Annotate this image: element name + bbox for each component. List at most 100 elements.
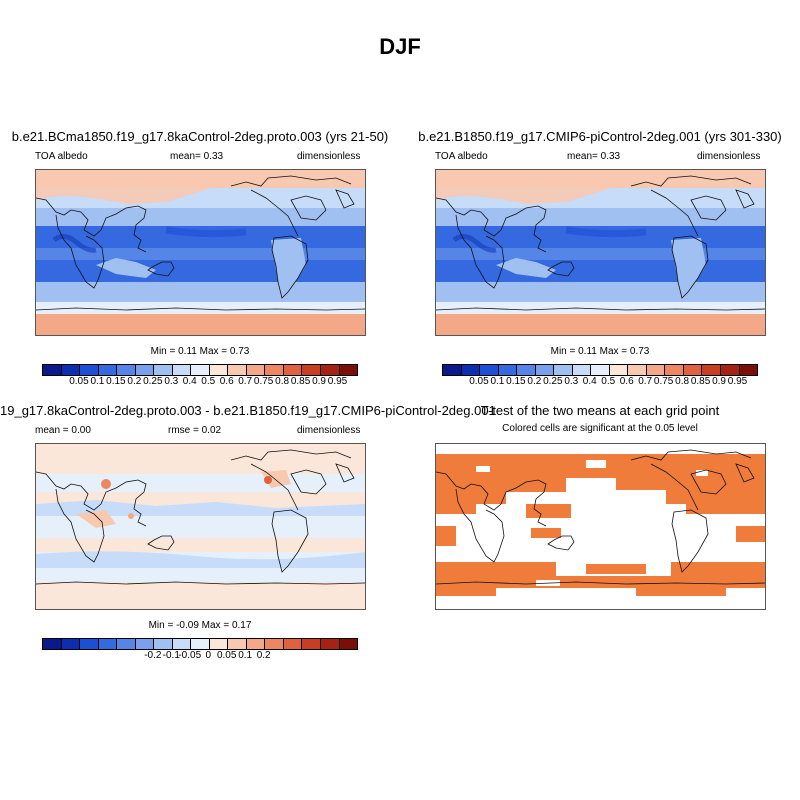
- colorbar-swatch: [339, 365, 358, 375]
- colorbar-swatch: [117, 365, 136, 375]
- panel1-minmax: Min = 0.11 Max = 0.73: [150, 346, 250, 357]
- colorbar-swatch: [172, 639, 192, 649]
- colorbar-tick-label: 0.95: [727, 376, 748, 387]
- colorbar-tick-label: 0.05: [216, 650, 237, 661]
- colorbar-tick-label: 0.05: [469, 376, 489, 387]
- panel2-colorbar-labels: 0.05 0.1 0.15 0.2 0.25 0.3 0.4 0.5 0.6 0.7 0.75 0.8…: [442, 376, 756, 388]
- panel3-mean: mean = 0.00: [35, 425, 91, 436]
- panel2-mean: mean= 0.33: [567, 151, 621, 162]
- panel2-title: b.e21.B1850.f19_g17.CMIP6-piControl-2deg…: [418, 129, 782, 144]
- colorbar-swatch: [209, 639, 229, 649]
- colorbar-tick-label: 0.5: [601, 376, 616, 387]
- colorbar-tick-label: 0.3: [564, 376, 579, 387]
- colorbar-tick-label: 0.8: [675, 376, 690, 387]
- colorbar-tick-label: 0.1: [490, 376, 505, 387]
- colorbar-tick-label: 0.1: [238, 650, 253, 661]
- panel1-variable: TOA albedo: [35, 151, 88, 162]
- colorbar-swatch: [702, 365, 721, 375]
- colorbar-swatch: [554, 365, 573, 375]
- colorbar-swatch: [98, 365, 118, 375]
- colorbar-tick-label: 0.75: [253, 376, 274, 387]
- panel2-variable: TOA albedo: [435, 151, 488, 162]
- colorbar-swatch: [320, 365, 340, 375]
- panel3-units: dimensionless: [297, 425, 361, 436]
- colorbar-tick-label: 0.2: [127, 376, 142, 387]
- colorbar-swatch: [43, 365, 62, 375]
- colorbar-tick-label: 0.15: [506, 376, 526, 387]
- colorbar-tick-label: -0.2: [144, 650, 162, 661]
- colorbar-swatch: [228, 639, 247, 649]
- colorbar-swatch: [646, 365, 666, 375]
- colorbar-swatch: [209, 365, 229, 375]
- panel3-colorbar: [42, 638, 358, 650]
- colorbar-swatch: [172, 365, 192, 375]
- colorbar-tick-label: 0.6: [219, 376, 234, 387]
- panel1-map: [35, 169, 366, 336]
- panel1-title: b.e21.BCma1850.f19_g17.8kaControl-2deg.p…: [11, 129, 389, 144]
- colorbar-tick-label: 0.95: [327, 376, 348, 387]
- colorbar-tick-label: 0.4: [582, 376, 597, 387]
- colorbar-tick-label: 0.9: [712, 376, 726, 387]
- colorbar-tick-label: 0.7: [638, 376, 653, 387]
- colorbar-swatch: [535, 365, 555, 375]
- panel3-title: 19_g17.8kaControl-2deg.proto.003 - b.e21…: [0, 403, 496, 418]
- colorbar-swatch: [80, 365, 99, 375]
- colorbar-swatch: [228, 365, 247, 375]
- colorbar-tick-label: 0.15: [106, 376, 126, 387]
- panel1-units: dimensionless: [297, 151, 361, 162]
- colorbar-swatch: [628, 365, 647, 375]
- colorbar-swatch: [98, 639, 118, 649]
- colorbar-swatch: [517, 365, 536, 375]
- colorbar-swatch: [135, 639, 155, 649]
- colorbar-tick-label: 0.4: [182, 376, 197, 387]
- colorbar-swatch: [265, 365, 284, 375]
- figure-title: DJF: [379, 34, 421, 59]
- colorbar-swatch: [135, 365, 155, 375]
- colorbar-swatch: [480, 365, 499, 375]
- panel1-colorbar-labels: 0.05 0.1 0.15 0.2 0.25 0.3 0.4 0.5 0.6 0.7 0.75 0.8…: [42, 376, 356, 388]
- colorbar-swatch: [154, 639, 173, 649]
- colorbar-swatch: [61, 639, 81, 649]
- colorbar-swatch: [572, 365, 592, 375]
- panel1-mean: mean= 0.33: [170, 151, 224, 162]
- colorbar-tick-label: 0: [205, 650, 212, 661]
- colorbar-swatch: [683, 365, 703, 375]
- colorbar-tick-label: -0.05: [178, 650, 202, 661]
- panel2-minmax: Min = 0.11 Max = 0.73: [550, 346, 650, 357]
- colorbar-swatch: [609, 365, 629, 375]
- colorbar-tick-label: 0.5: [201, 376, 216, 387]
- colorbar-tick-label: 0.6: [619, 376, 634, 387]
- colorbar-tick-label: -0.1: [162, 650, 180, 661]
- colorbar-swatch: [665, 365, 684, 375]
- panel1-colorbar: [42, 364, 358, 376]
- panel2-colorbar: [442, 364, 758, 376]
- panel3-rmse: rmse = 0.02: [168, 425, 222, 436]
- colorbar-swatch: [739, 365, 758, 375]
- colorbar-tick-label: 0.85: [690, 376, 711, 387]
- colorbar-swatch: [154, 365, 173, 375]
- colorbar-swatch: [43, 639, 62, 649]
- panel3-minmax: Min = -0.09 Max = 0.17: [148, 620, 252, 631]
- colorbar-tick-label: 0.7: [238, 376, 253, 387]
- colorbar-tick-label: 0.85: [290, 376, 311, 387]
- colorbar-swatch: [320, 639, 340, 649]
- colorbar-tick-label: 0.05: [69, 376, 89, 387]
- colorbar-tick-label: 0.2: [527, 376, 542, 387]
- colorbar-swatch: [302, 365, 321, 375]
- colorbar-swatch: [302, 639, 321, 649]
- panel4-map: [435, 443, 766, 610]
- colorbar-tick-label: 0.3: [164, 376, 179, 387]
- colorbar-swatch: [443, 365, 462, 375]
- colorbar-swatch: [461, 365, 481, 375]
- panel4-title: T-test of the two means at each grid poi…: [480, 403, 720, 418]
- colorbar-tick-label: 0.1: [90, 376, 105, 387]
- colorbar-tick-label: 0.25: [143, 376, 163, 387]
- panel3-map: [35, 443, 366, 610]
- colorbar-tick-label: 0.25: [543, 376, 563, 387]
- panel3-colorbar-labels: -0.2 -0.1 -0.05 0 0.05 0.1 0.2: [42, 650, 356, 662]
- colorbar-tick-label: 0.75: [653, 376, 674, 387]
- colorbar-swatch: [591, 365, 610, 375]
- panel2-map: [435, 169, 766, 336]
- colorbar-tick-label: 0.2: [256, 650, 271, 661]
- colorbar-swatch: [246, 365, 266, 375]
